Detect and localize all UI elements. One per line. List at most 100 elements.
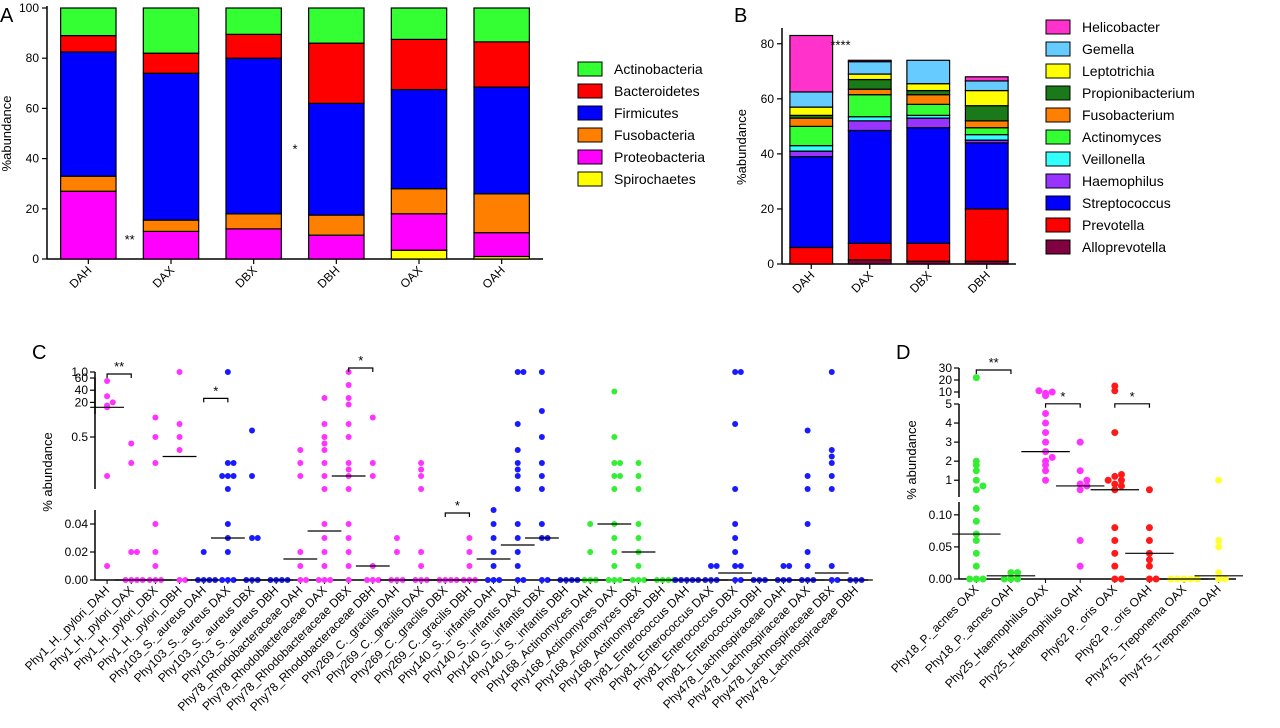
data-point <box>732 486 739 492</box>
data-point <box>327 577 334 583</box>
data-point <box>732 577 739 583</box>
data-point <box>321 440 328 447</box>
data-point <box>732 369 739 375</box>
significance-marker: **** <box>830 37 850 52</box>
panel-d: D% abundance0.000.050.1012345102030Phy18… <box>888 342 1243 691</box>
legend-label: Propionibacterium <box>1082 85 1195 101</box>
bar-segment-veillonella <box>789 145 834 152</box>
data-point <box>538 473 545 479</box>
data-point <box>1111 382 1119 390</box>
legend-label: Leptotrichia <box>1082 63 1155 79</box>
significance-marker: * <box>455 498 460 513</box>
data-point <box>979 482 987 490</box>
y-tick-label: 5 <box>945 397 952 411</box>
data-point <box>152 414 159 421</box>
data-point <box>1117 482 1125 490</box>
y-tick-label: 0 <box>767 257 774 271</box>
data-point <box>1215 476 1223 484</box>
data-point <box>321 563 328 569</box>
bar-segment-proteobacteria <box>473 232 530 258</box>
bar-segment-fusobacteria <box>225 213 282 230</box>
data-point <box>321 521 328 527</box>
data-point <box>152 521 159 527</box>
data-point <box>641 577 648 583</box>
y-tick-label: 80 <box>761 37 775 51</box>
data-point <box>828 447 835 453</box>
legend-label: Fusobacteria <box>614 127 695 143</box>
bar-segment-actinobacteria <box>225 7 282 35</box>
bar-segment-helicobacter <box>847 59 892 63</box>
bar-segment-firmicutes <box>308 102 365 216</box>
data-point <box>230 473 237 479</box>
data-point <box>345 421 352 427</box>
data-point <box>1145 486 1153 494</box>
data-point <box>1215 569 1223 577</box>
data-point <box>303 577 310 583</box>
data-point <box>1145 556 1153 564</box>
data-point <box>1014 575 1022 583</box>
data-point <box>1111 387 1119 395</box>
y-tick-label: 60 <box>26 101 40 115</box>
data-point <box>732 563 739 569</box>
data-point <box>1145 537 1153 544</box>
data-point <box>1083 476 1091 484</box>
data-point <box>224 486 231 492</box>
data-point <box>224 577 231 583</box>
data-point <box>230 460 237 466</box>
data-point <box>466 563 473 569</box>
data-point <box>490 549 497 555</box>
data-point <box>635 577 642 583</box>
bar-segment-fusobacterium <box>789 117 834 127</box>
data-point <box>345 521 352 527</box>
y-tick-label: 0.10 <box>929 508 953 522</box>
data-point <box>611 535 618 541</box>
data-point <box>972 467 980 475</box>
bar-segment-propionibacterium <box>847 78 892 90</box>
bar-segment-haemophilus <box>789 150 834 158</box>
data-point <box>1111 575 1119 583</box>
data-point <box>1042 419 1050 427</box>
data-point <box>732 535 739 541</box>
data-point <box>224 369 231 375</box>
data-point <box>321 486 328 492</box>
legend-swatch <box>577 149 603 165</box>
bar-segment-propionibacterium <box>906 89 951 96</box>
data-point <box>321 473 328 479</box>
y-tick-label: 0.00 <box>65 573 89 587</box>
data-point <box>514 421 521 427</box>
x-tick-label: DAH <box>67 263 95 291</box>
data-point <box>321 535 328 541</box>
data-point <box>707 563 714 569</box>
y-tick-label: 60 <box>75 371 89 385</box>
y-tick-label: 1.0 <box>71 365 88 379</box>
bar-segment-gemella <box>847 61 892 75</box>
data-point <box>128 460 135 466</box>
data-point <box>496 577 503 583</box>
y-axis-label: % abundance <box>40 432 55 512</box>
legend-swatch <box>1045 63 1071 79</box>
data-point <box>611 486 618 492</box>
data-point <box>1076 486 1084 494</box>
data-point <box>611 549 618 555</box>
bar-segment-firmicutes <box>142 72 200 221</box>
data-point <box>1145 524 1153 532</box>
data-point <box>1042 410 1050 418</box>
data-point <box>109 399 116 406</box>
data-point <box>732 549 739 555</box>
bar-segment-streptococcus <box>847 129 892 244</box>
data-point <box>345 549 352 555</box>
data-point <box>804 427 811 434</box>
bar-segment-gemella <box>789 91 834 108</box>
data-point <box>104 473 111 479</box>
y-tick-label: 100 <box>19 1 39 15</box>
bar-segment-leptotrichia <box>789 106 834 116</box>
legend-label: Gemella <box>1082 41 1134 57</box>
data-point <box>345 563 352 569</box>
significance-bracket <box>1114 403 1151 408</box>
data-point <box>321 447 328 453</box>
bar-segment-bacteroidetes <box>225 33 282 59</box>
bar-segment-actinobacteria <box>60 7 117 37</box>
data-point <box>1152 575 1160 583</box>
x-tick-label: DAX <box>150 263 177 290</box>
bar-segment-prevotella <box>847 242 892 261</box>
